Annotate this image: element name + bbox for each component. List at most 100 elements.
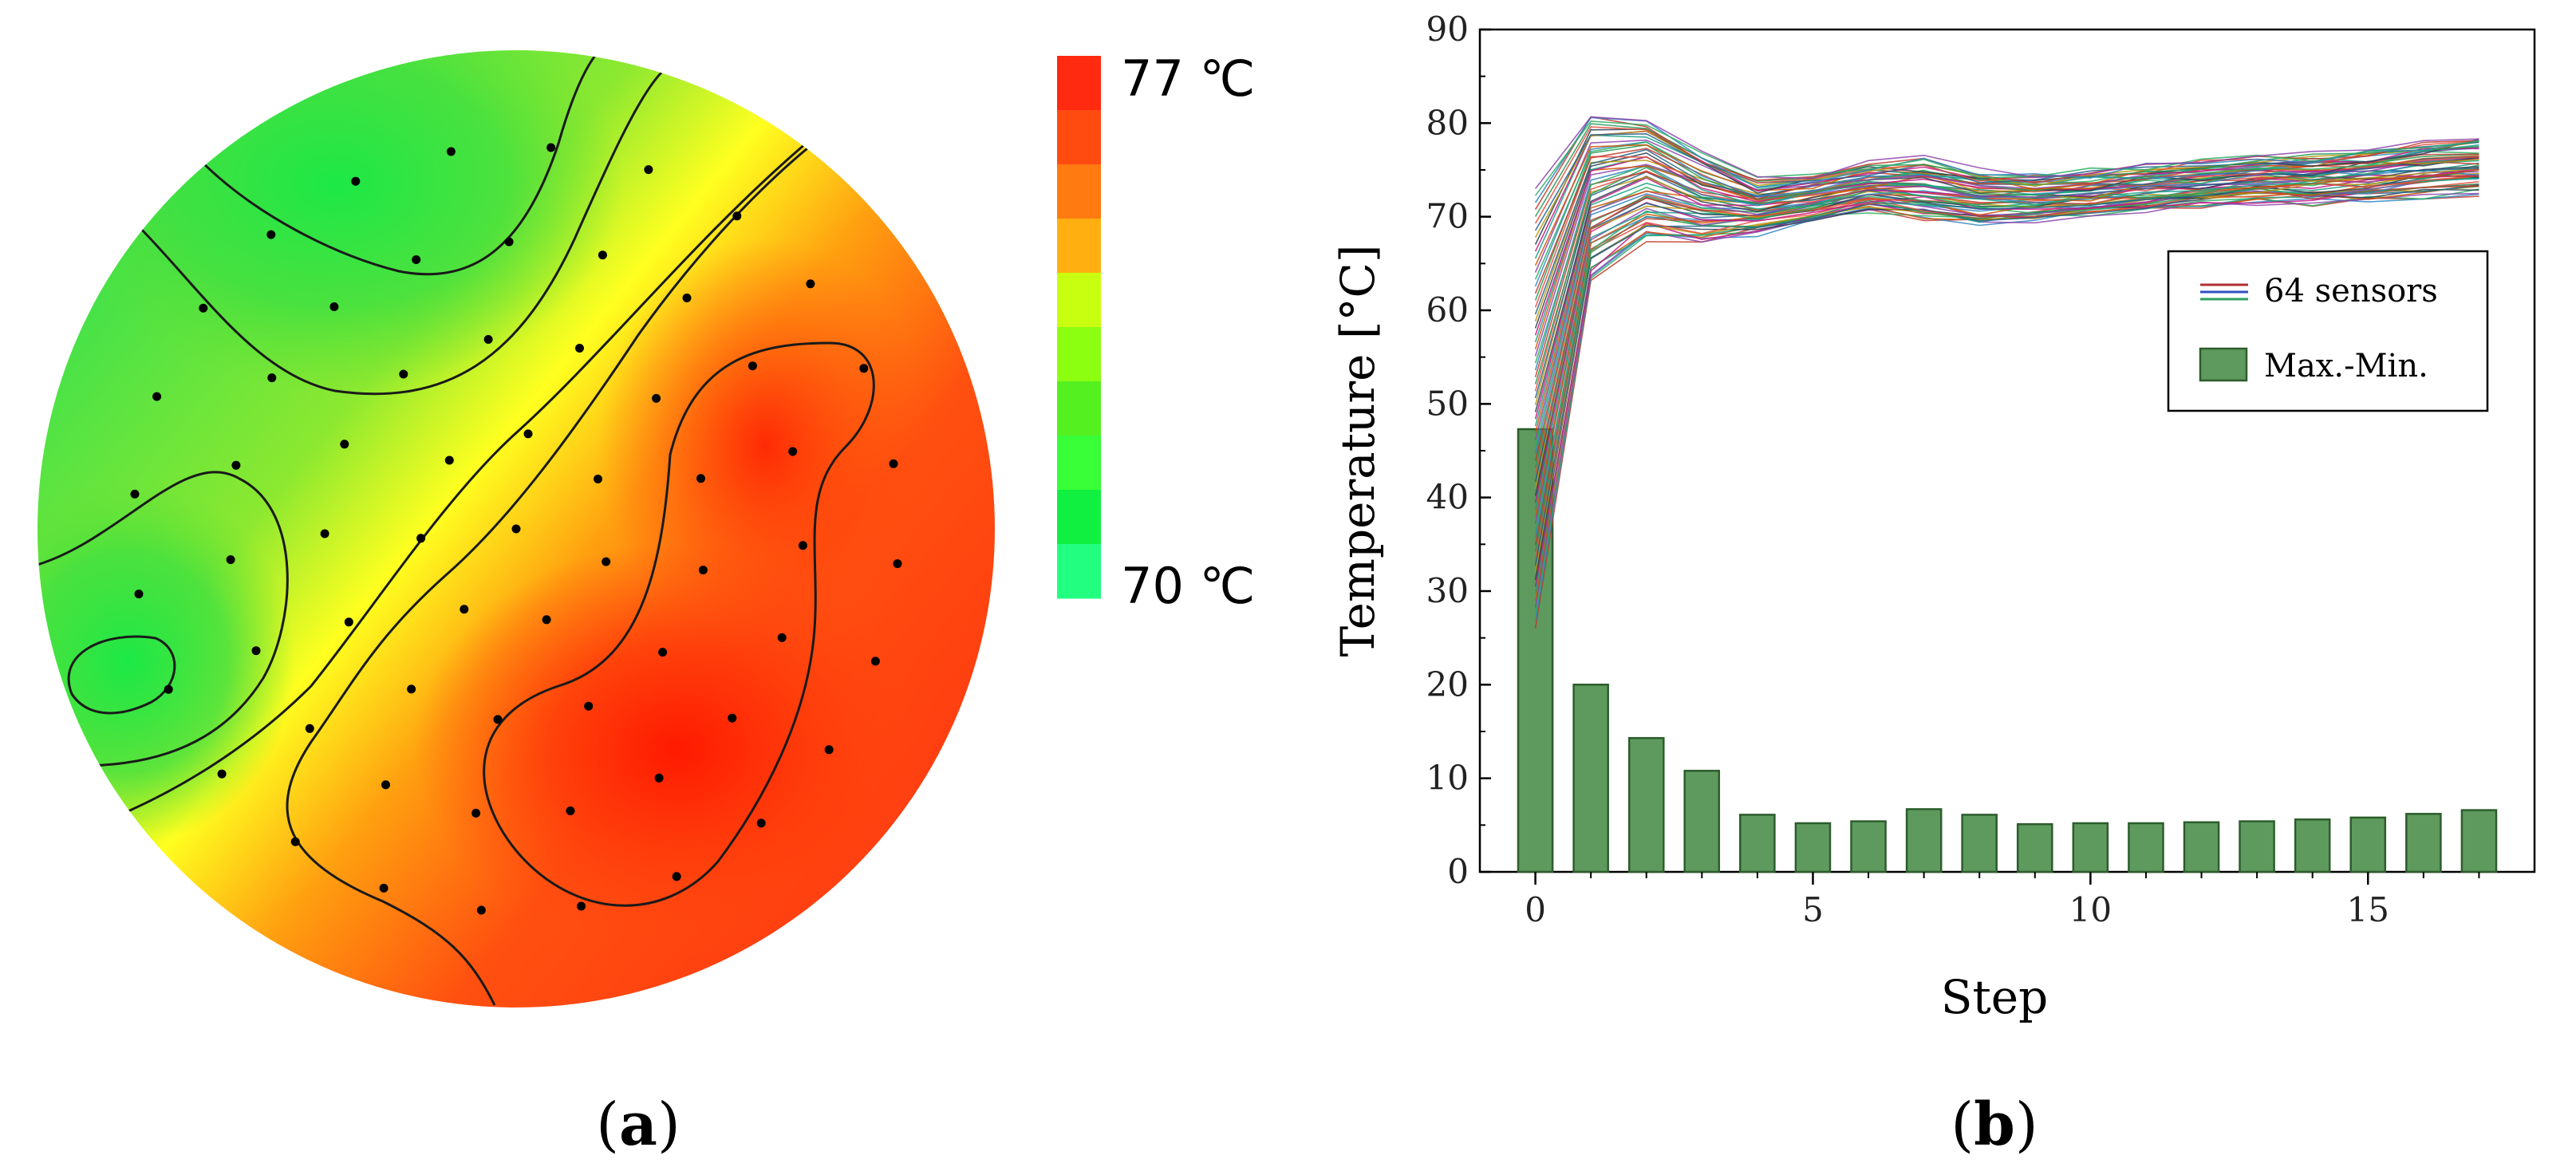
- colorbar: 77 ℃ 70 ℃: [1057, 49, 1255, 615]
- sensor-dot: [134, 589, 144, 599]
- legend-swatch-bar: [2199, 347, 2248, 382]
- sensor-dot: [344, 617, 353, 627]
- sensor-dot: [379, 883, 389, 893]
- sensor-dot: [329, 302, 339, 311]
- colorbar-cell: [1057, 110, 1101, 165]
- sensor-dot: [164, 684, 173, 694]
- sensor-line: [1534, 175, 2479, 518]
- contour-line: [134, 70, 664, 396]
- panel-label-b: (b): [1951, 1090, 2038, 1159]
- y-tick-label: 0: [1447, 852, 1469, 891]
- sensor-dot: [788, 447, 798, 456]
- sensor-dot: [493, 715, 503, 724]
- sensor-dot: [594, 475, 602, 483]
- sensor-dot: [566, 806, 575, 815]
- y-tick-label: 70: [1426, 197, 1469, 236]
- sensor-dot: [483, 335, 493, 344]
- bar-maxmin: [1850, 820, 1887, 873]
- y-tick-label: 90: [1426, 10, 1469, 49]
- sensor-dot: [511, 524, 521, 534]
- legend: 64 sensors Max.-Min.: [2167, 250, 2489, 412]
- contour-line: [103, 142, 807, 823]
- panel-a-letter: a: [619, 1090, 657, 1159]
- colorbar-cell: [1057, 56, 1101, 111]
- x-tick-label: 10: [2069, 890, 2112, 929]
- line-chart: 0 10 20 30 40 50 60 70 80 90 0 5 10 15 64 sensors Max…: [1331, 10, 2536, 1024]
- colorbar-cell: [1057, 273, 1101, 328]
- sensor-dot: [584, 701, 594, 711]
- sensor-dot: [231, 460, 241, 470]
- sensor-dot: [756, 818, 766, 828]
- legend-label-maxmin: Max.-Min.: [2264, 348, 2428, 384]
- sensor-dot: [290, 837, 300, 846]
- sensor-line: [1534, 174, 2479, 503]
- colorbar-min-label: 70 ℃: [1121, 557, 1255, 615]
- sensor-dot: [798, 541, 807, 550]
- sensor-dot: [598, 250, 607, 260]
- bar-maxmin: [1572, 684, 1609, 873]
- x-tick-label: 5: [1802, 890, 1824, 929]
- sensor-dot: [602, 557, 611, 566]
- panel-b-letter: b: [1974, 1090, 2015, 1159]
- y-tick-label: 40: [1426, 478, 1469, 517]
- bar-maxmin: [2016, 822, 2053, 873]
- sensor-dot: [251, 646, 261, 656]
- sensor-dot: [305, 724, 314, 733]
- sensor-dot: [748, 361, 757, 371]
- legend-swatch-lines: [2200, 283, 2248, 301]
- colorbar-cell: [1057, 544, 1101, 599]
- bar-maxmin: [2128, 822, 2164, 873]
- sensor-line: [1534, 116, 2479, 189]
- sensor-line: [1534, 123, 2479, 217]
- sensor-dot: [476, 905, 486, 915]
- sensor-dot: [542, 615, 551, 625]
- contour-line: [37, 471, 289, 767]
- bar-maxmin: [1961, 814, 1998, 873]
- sensor-dot: [577, 901, 586, 911]
- bar-maxmin: [1627, 736, 1665, 873]
- sensor-dot: [460, 605, 469, 614]
- sensor-dot: [320, 529, 329, 538]
- y-tick-label: 20: [1426, 664, 1469, 704]
- sensor-line: [1534, 120, 2479, 196]
- sensor-dot: [399, 369, 408, 379]
- panel-label-a: (a): [596, 1090, 680, 1159]
- sensor-dot: [870, 657, 880, 666]
- sensor-dot: [824, 745, 834, 755]
- contour-line: [286, 118, 846, 1006]
- sensor-dot: [446, 147, 456, 156]
- sensor-dot: [644, 165, 653, 175]
- y-tick-label: 50: [1426, 384, 1469, 423]
- sensor-dot: [444, 455, 454, 465]
- legend-label-sensors: 64 sensors: [2264, 273, 2438, 310]
- x-axis-title: Step: [1941, 970, 2049, 1024]
- sensor-dot: [351, 176, 361, 186]
- sensor-dot: [682, 294, 692, 302]
- sensor-dot: [226, 555, 235, 565]
- colorbar-cell: [1057, 436, 1101, 491]
- colorbar-cell: [1057, 219, 1101, 274]
- sensor-dot: [889, 459, 898, 468]
- sensor-dot: [672, 872, 681, 881]
- sensor-dot: [340, 440, 349, 449]
- sensor-dot: [217, 769, 227, 779]
- sensor-dot: [130, 489, 140, 499]
- colorbar-max-label: 77 ℃: [1121, 49, 1255, 108]
- sensor-line: [1534, 192, 2479, 608]
- sensor-dot: [658, 648, 668, 657]
- sensor-dot: [523, 429, 533, 439]
- x-tick-label: 15: [2347, 890, 2389, 929]
- sensor-line: [1534, 116, 2479, 211]
- sensor-dot: [732, 211, 742, 221]
- sensor-line: [1534, 156, 2479, 357]
- bar-maxmin: [1905, 808, 1943, 873]
- y-tick-label: 80: [1426, 103, 1469, 142]
- x-tick-label: 0: [1525, 890, 1546, 929]
- sensor-dot: [504, 237, 514, 246]
- contour-line: [67, 635, 176, 715]
- colorbar-cell: [1057, 381, 1101, 436]
- sensor-dot: [471, 808, 481, 818]
- sensor-dot: [652, 393, 661, 403]
- bar-maxmin: [2072, 822, 2109, 873]
- colorbar-cell: [1057, 164, 1101, 219]
